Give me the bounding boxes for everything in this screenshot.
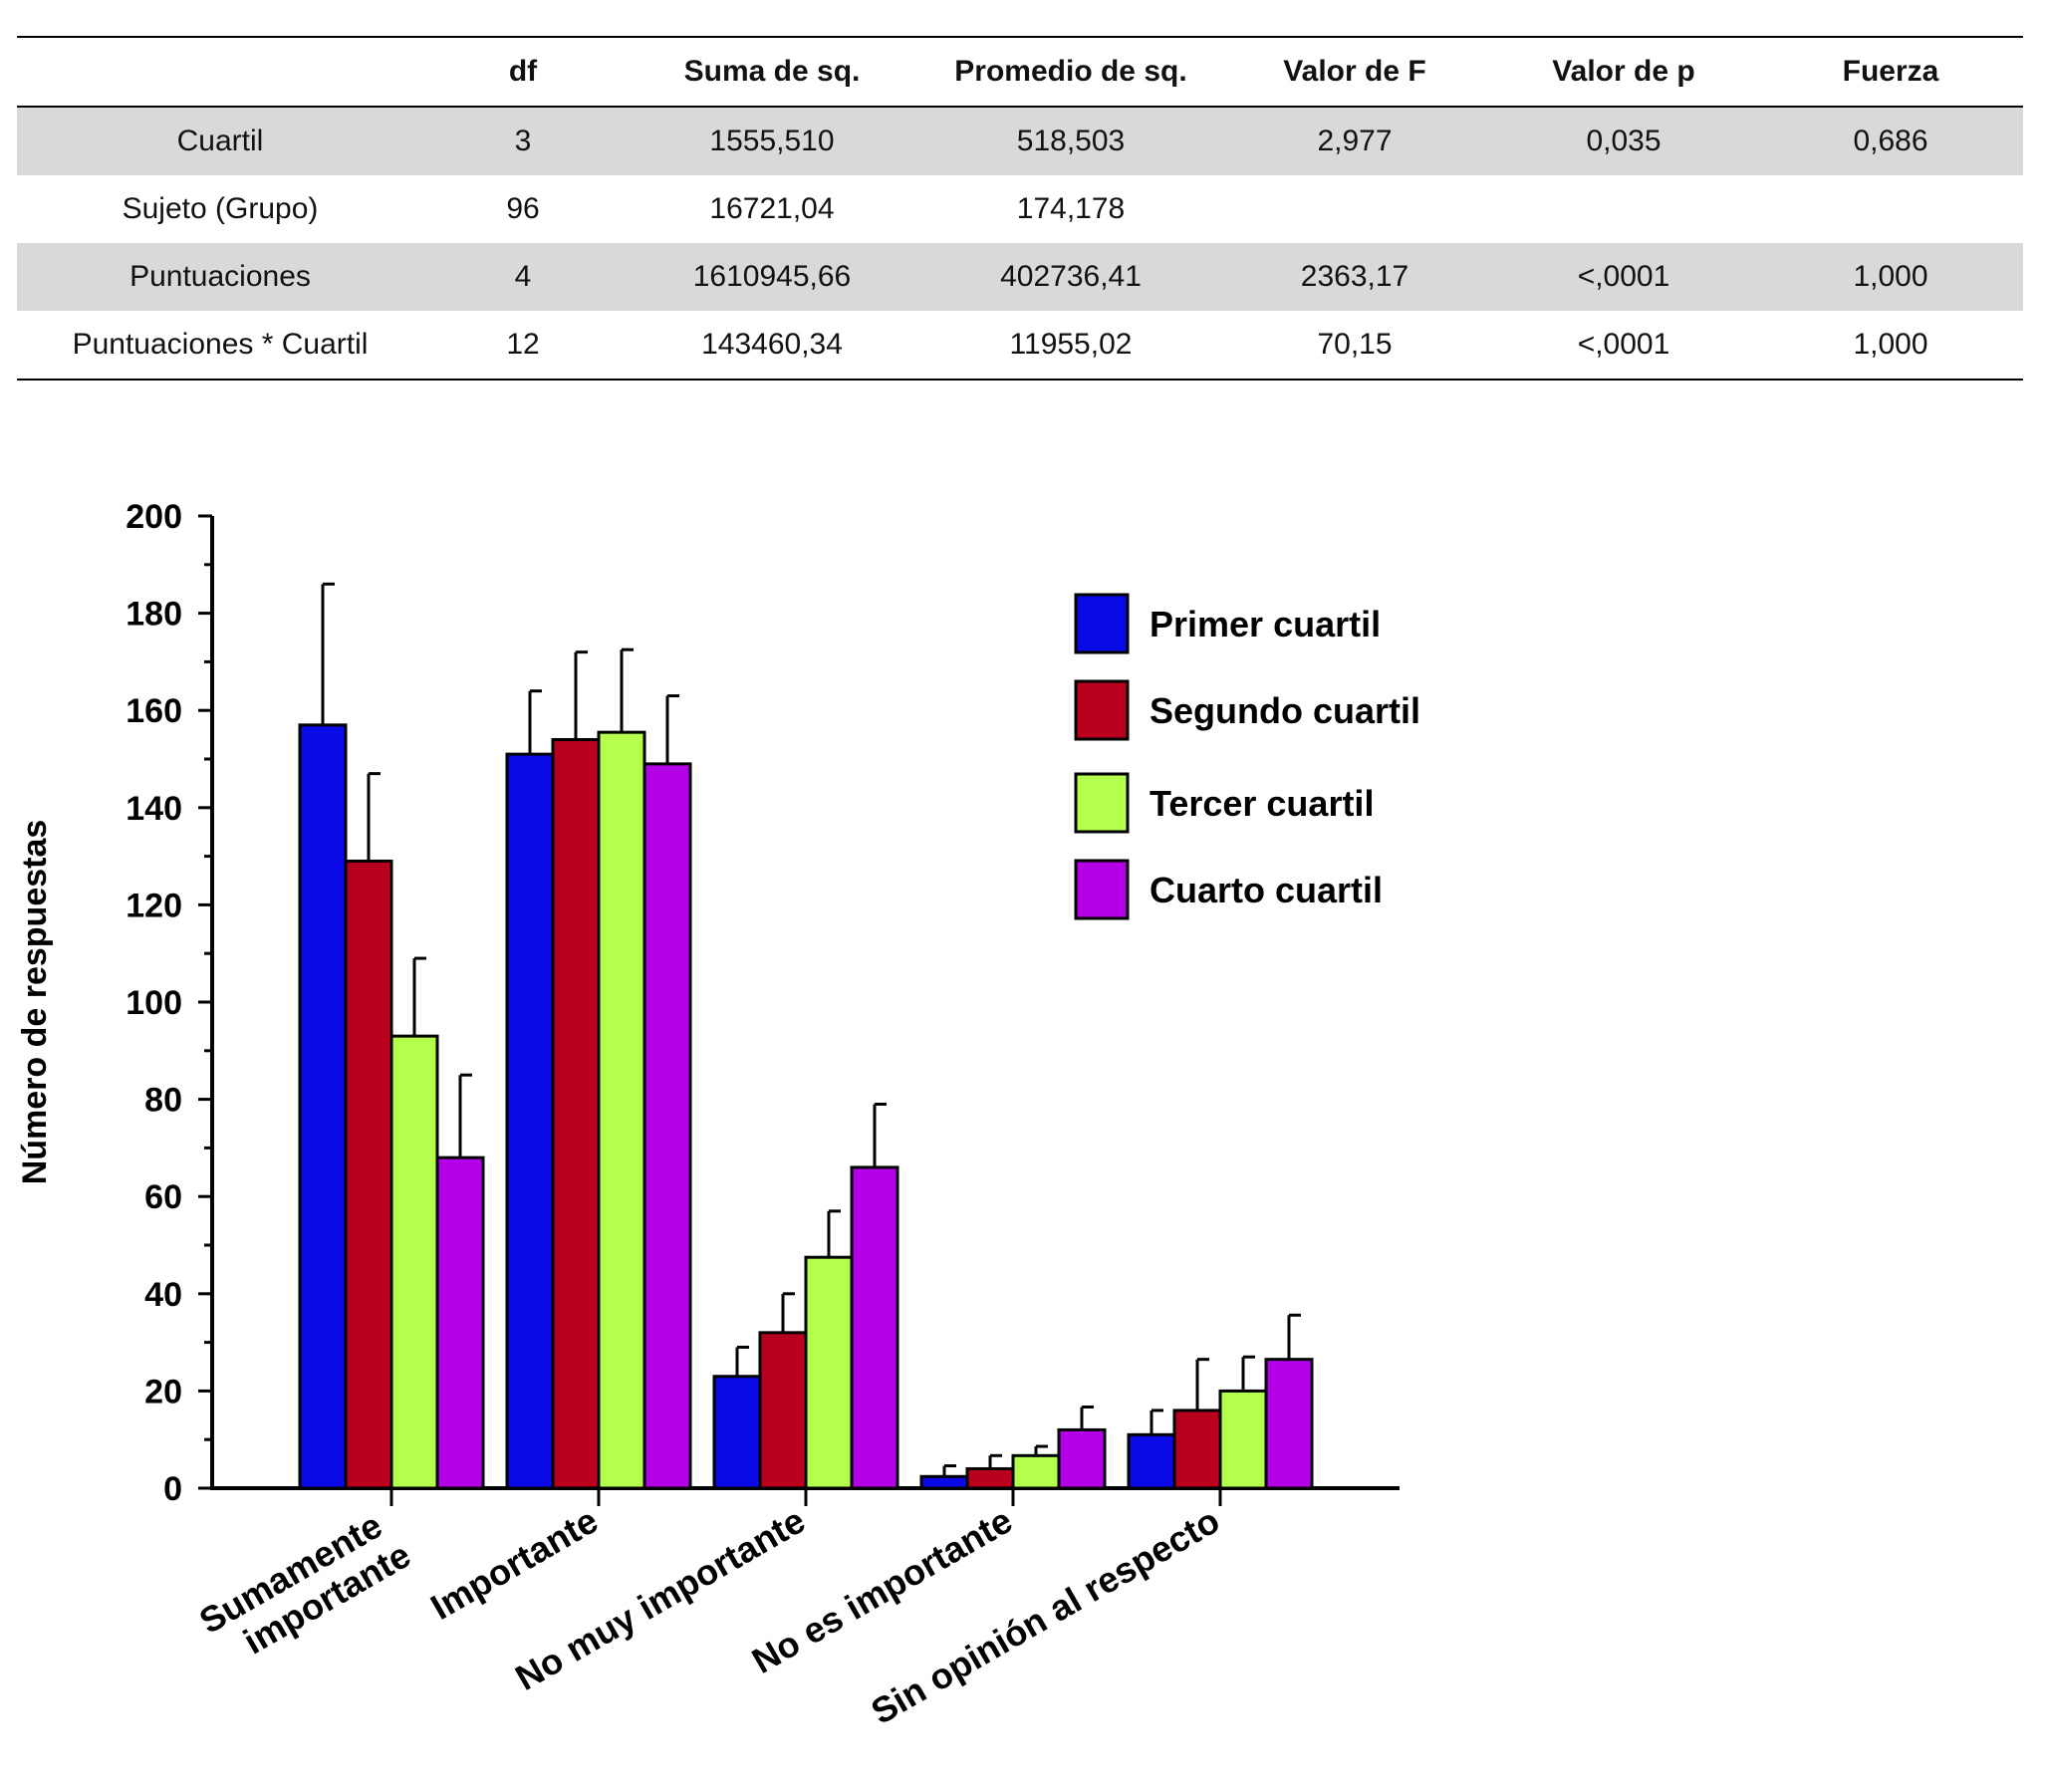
- table-cell: <,0001: [1577, 328, 1670, 361]
- bar: [298, 723, 348, 1490]
- table-cell: Sujeto (Grupo): [122, 192, 319, 225]
- table-row: Sujeto (Grupo) 96 16721,04 174,178: [17, 175, 2023, 243]
- column-header: Promedio de sq.: [954, 55, 1187, 88]
- y-tick-label: 80: [144, 1082, 182, 1120]
- table-cell: 518,503: [1016, 125, 1126, 157]
- bar: [919, 1474, 969, 1490]
- table-cell: 70,15: [1317, 328, 1393, 361]
- x-tick-label: Importante: [423, 1499, 605, 1628]
- bar: [1264, 1358, 1314, 1490]
- bar: [1218, 1389, 1268, 1490]
- legend-swatch: [1074, 679, 1130, 741]
- legend-swatch: [1074, 859, 1130, 920]
- y-tick-label: 160: [126, 692, 182, 730]
- table-cell: 0,686: [1853, 125, 1928, 157]
- table-cell: 174,178: [1016, 192, 1126, 225]
- table-cell: Puntuaciones * Cuartil: [72, 328, 369, 361]
- table-cell: 96: [506, 192, 540, 225]
- table-cell: 1610945,66: [692, 260, 852, 293]
- table-cell: Cuartil: [176, 125, 264, 157]
- y-tick-label: 180: [126, 596, 182, 634]
- table-row: Puntuaciones * Cuartil 12 143460,34 11955,0…: [17, 311, 2023, 380]
- legend-label: Cuarto cuartil: [1150, 870, 1383, 910]
- table-body: Cuartil 3 1555,510 518,503 2,977 0,035 0,686 Su…: [17, 107, 2023, 380]
- table-cell: 0,035: [1586, 125, 1662, 157]
- bar: [965, 1466, 1015, 1490]
- x-tick-label: Sin opinión al respecto: [864, 1499, 1226, 1732]
- table-cell: 11955,02: [1009, 328, 1133, 361]
- column-header: df: [508, 55, 538, 88]
- y-tick-label: 200: [126, 498, 182, 536]
- bar: [642, 762, 692, 1490]
- x-tick-label-line: Sin opinión al respecto: [864, 1499, 1226, 1732]
- table-cell: <,0001: [1577, 260, 1670, 293]
- bar: [1127, 1432, 1176, 1490]
- table-cell: 2,977: [1317, 125, 1393, 157]
- table-cell: 3: [514, 125, 532, 157]
- bar: [344, 859, 393, 1490]
- y-tick-label: 60: [144, 1178, 182, 1216]
- table-cell: 12: [506, 328, 540, 361]
- table-cell: 1,000: [1853, 260, 1928, 293]
- y-tick-label: 20: [144, 1373, 182, 1410]
- bar: [1011, 1453, 1061, 1490]
- column-header: Fuerza: [1842, 55, 1939, 88]
- bar: [1057, 1427, 1107, 1490]
- table-header-row: df Suma de sq. Promedio de sq. Valor de F Va…: [17, 37, 2023, 107]
- bar: [597, 730, 646, 1490]
- legend-swatch: [1074, 593, 1130, 654]
- legend-swatch: [1074, 772, 1130, 834]
- table-cell: 1,000: [1853, 328, 1928, 361]
- y-tick-label: 40: [144, 1276, 182, 1314]
- y-axis-label: Número de respuestas: [16, 820, 54, 1185]
- y-tick-label: 0: [163, 1470, 182, 1508]
- table-cell: 2363,17: [1300, 260, 1409, 293]
- table-cell: 402736,41: [1000, 260, 1142, 293]
- table-cell: Puntuaciones: [129, 260, 311, 293]
- column-header: Valor de p: [1552, 55, 1695, 88]
- bar: [389, 1034, 439, 1490]
- x-tick-label-line: Importante: [423, 1499, 605, 1628]
- bar: [505, 752, 555, 1490]
- bar: [850, 1165, 899, 1490]
- bar: [551, 737, 601, 1490]
- bar: [758, 1331, 808, 1490]
- legend-label: Segundo cuartil: [1150, 690, 1420, 731]
- bar: [804, 1255, 854, 1490]
- bar: [1172, 1408, 1222, 1490]
- table-cell: 16721,04: [709, 192, 835, 225]
- legend-label: Primer cuartil: [1150, 604, 1381, 644]
- legend-label: Tercer cuartil: [1150, 783, 1374, 824]
- table-cell: 4: [514, 260, 532, 293]
- y-tick-label: 120: [126, 887, 182, 924]
- table-cell: 143460,34: [701, 328, 843, 361]
- table-cell: 1555,510: [709, 125, 835, 157]
- anova-table: df Suma de sq. Promedio de sq. Valor de F Va…: [17, 36, 2023, 381]
- table-row: Cuartil 3 1555,510 518,503 2,977 0,035 0,686: [17, 107, 2023, 175]
- y-tick-label: 140: [126, 790, 182, 828]
- column-header: Suma de sq.: [683, 55, 861, 88]
- column-header: Valor de F: [1283, 55, 1426, 88]
- bar: [712, 1375, 762, 1490]
- bar: [435, 1155, 485, 1490]
- y-tick-label: 100: [126, 984, 182, 1022]
- table-row: Puntuaciones 4 1610945,66 402736,41 2363,17 <…: [17, 243, 2023, 311]
